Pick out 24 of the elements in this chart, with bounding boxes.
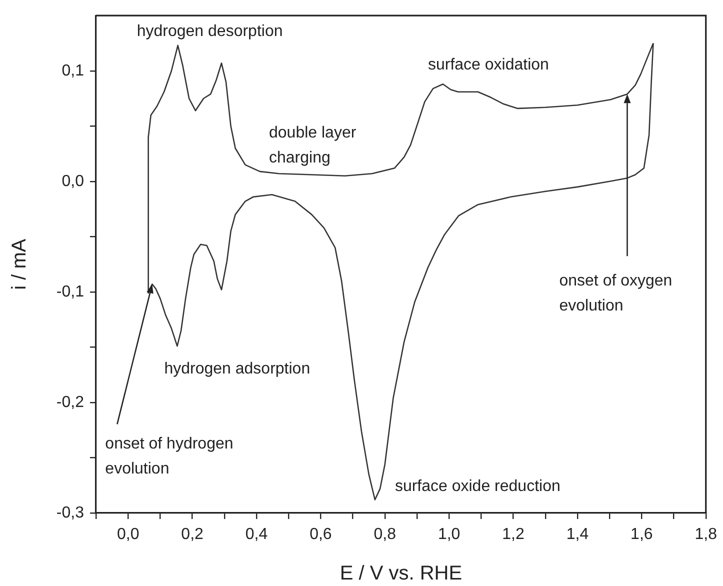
x-tick-label: 0,2 (181, 526, 204, 544)
y-tick-label: -0,2 (56, 394, 84, 411)
x-tick-label: 1,8 (694, 526, 718, 544)
annotation: hydrogen adsorption (164, 360, 310, 378)
annotation: double layer charging (269, 124, 357, 166)
y-axis-title: i / mA (8, 238, 31, 290)
y-tick-label: -0,1 (56, 283, 84, 300)
x-tick-label: 0,0 (116, 526, 140, 544)
annotation: surface oxidation (428, 56, 549, 74)
annotation: onset of hydrogen evolution (105, 436, 234, 478)
x-tick-label: 0,8 (374, 526, 396, 544)
annotation: hydrogen desorption (136, 22, 283, 40)
x-tick-label: 1,6 (630, 526, 653, 544)
x-tick-label: 1,0 (438, 526, 460, 544)
y-tick-label: 0,0 (62, 172, 84, 190)
x-tick-label: 0,6 (310, 526, 332, 544)
y-tick-label: 0,1 (62, 62, 84, 80)
annotation: surface oxide reduction (394, 478, 560, 496)
x-tick-label: 0,4 (245, 526, 268, 544)
x-tick-label: 1,2 (502, 526, 525, 544)
annotation: onset of oxygen evolution (559, 272, 672, 314)
y-tick-label: -0,3 (56, 504, 84, 522)
x-tick-label: 1,4 (566, 526, 589, 544)
x-axis-title: E / V vs. RHE (340, 562, 462, 585)
